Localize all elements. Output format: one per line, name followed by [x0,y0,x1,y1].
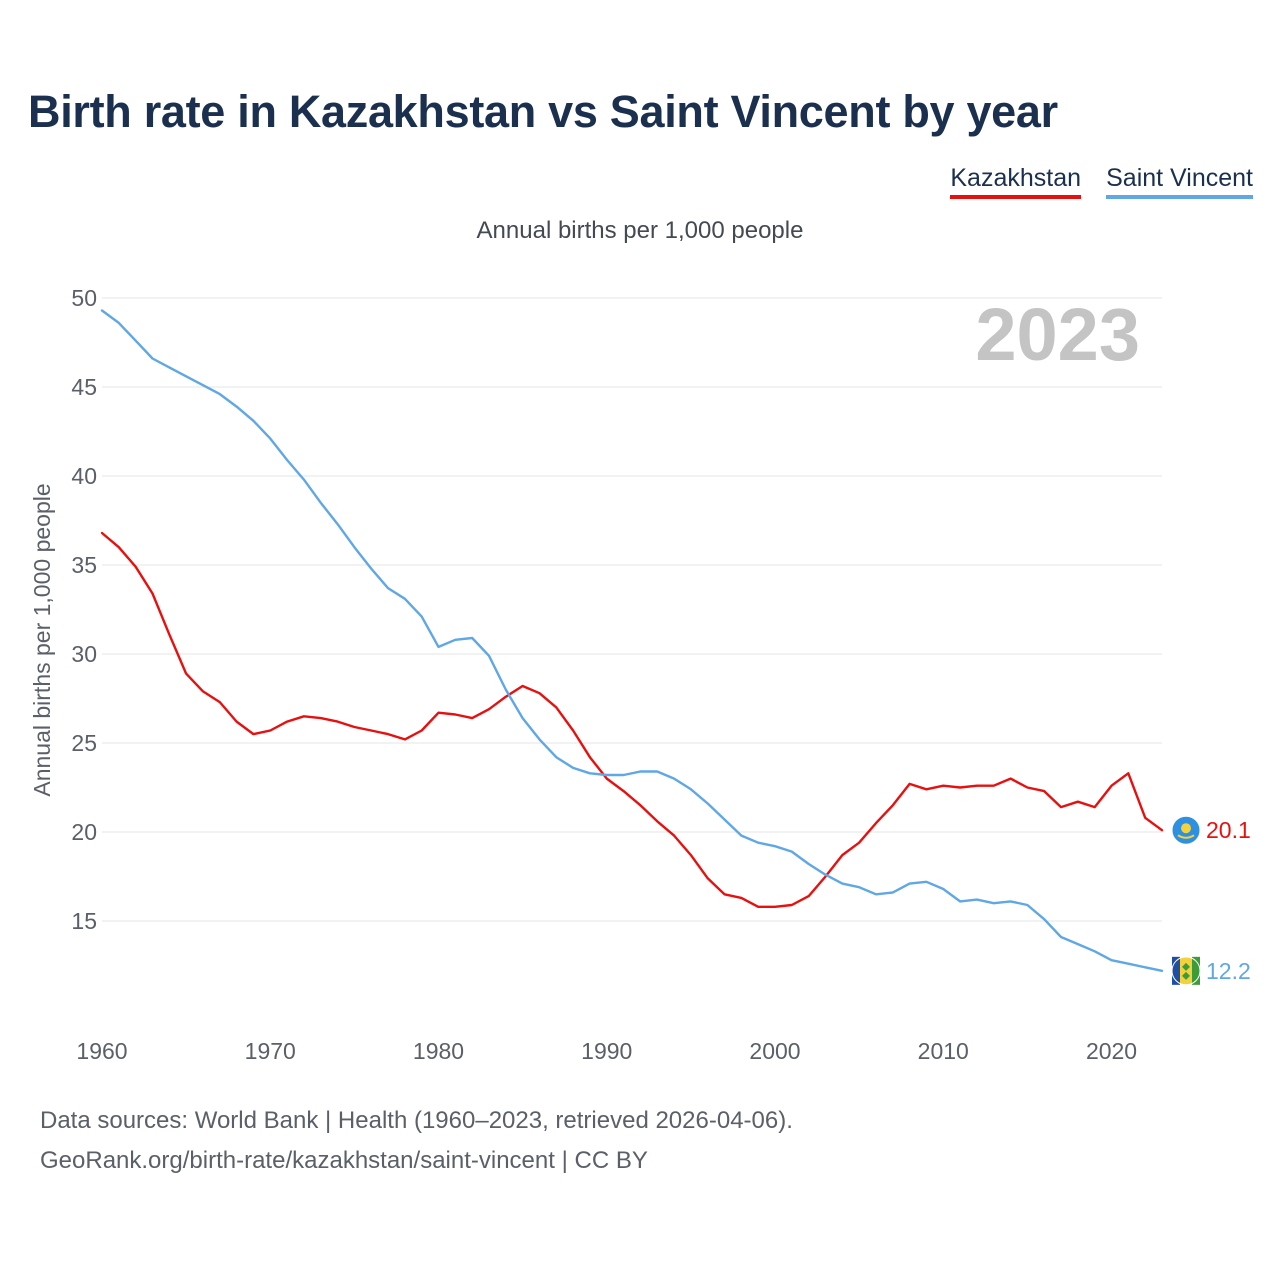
flag-sun-icon [1181,823,1191,834]
y-axis-ticks: 15 20 25 30 35 40 45 50 [71,285,97,934]
x-tick-label: 1990 [581,1038,632,1064]
x-tick-label: 2010 [918,1038,969,1064]
flag-stripe-blue [1172,956,1180,985]
series-layer [100,309,1164,972]
line-chart: 15 20 25 30 35 40 45 50 1960 1970 1980 1990 2000 201… [29,285,1251,1064]
legend-item-kazakhstan[interactable]: Kazakhstan [950,164,1081,199]
year-watermark: 2023 [975,293,1140,376]
x-tick-label: 1960 [76,1038,127,1064]
x-tick-label: 1970 [245,1038,296,1064]
data-source-note: Data sources: World Bank | Health (1960–… [40,1107,793,1134]
y-tick-label: 50 [71,285,97,311]
flag-stripe-green [1192,956,1200,985]
x-tick-label: 2020 [1086,1038,1137,1064]
series-line-saint-vincent [100,309,1164,972]
chart-subtitle: Annual births per 1,000 people [476,217,804,244]
flag-outline [1171,956,1201,986]
x-tick-label: 2000 [749,1038,800,1064]
y-tick-label: 35 [71,552,97,578]
y-tick-label: 20 [71,819,97,845]
y-axis-label: Annual births per 1,000 people [29,483,55,796]
end-value-label-saint-vincent: 12.2 [1206,958,1251,984]
y-tick-label: 45 [71,374,97,400]
end-value-label-kazakhstan: 20.1 [1206,817,1251,843]
flag-eagle-icon [1177,834,1195,839]
y-tick-label: 30 [71,641,97,667]
y-tick-label: 15 [71,908,97,934]
series-line-kazakhstan [100,531,1164,908]
legend-item-saint-vincent[interactable]: Saint Vincent [1106,164,1253,199]
x-axis-ticks: 1960 1970 1980 1990 2000 2010 2020 [76,1038,1137,1064]
x-tick-label: 1980 [413,1038,464,1064]
y-tick-label: 40 [71,463,97,489]
end-markers: 20.1 12.2 [1171,815,1251,986]
chart-title: Birth rate in Kazakhstan vs Saint Vincen… [28,86,1058,137]
flag-diamonds-icon [1182,962,1190,980]
credit-link[interactable]: GeoRank.org/birth-rate/kazakhstan/saint-… [40,1147,648,1174]
y-tick-label: 25 [71,730,97,756]
grid-layer [102,297,1162,922]
